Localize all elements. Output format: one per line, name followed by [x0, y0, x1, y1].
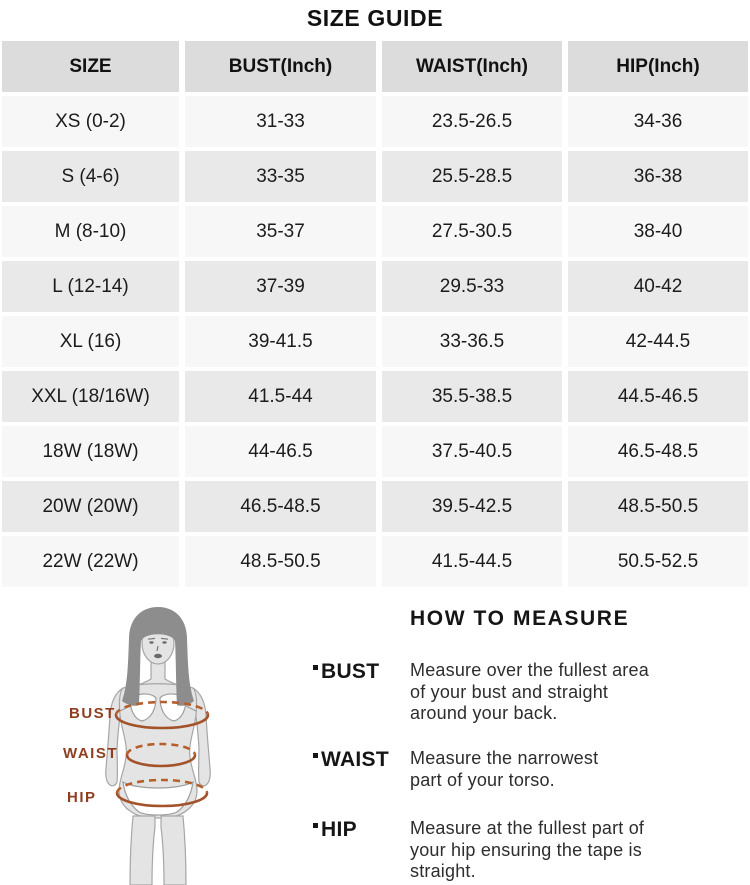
size-cell: XS (0-2) — [2, 96, 179, 147]
waist-cell: 23.5-26.5 — [382, 96, 562, 147]
size-cell: XXL (18/16W) — [2, 371, 179, 422]
size-cell: L (12-14) — [2, 261, 179, 312]
waist-cell: 27.5-30.5 — [382, 206, 562, 257]
hip-cell: 46.5-48.5 — [568, 426, 748, 477]
size-cell: 20W (20W) — [2, 481, 179, 532]
bust-cell: 31-33 — [185, 96, 376, 147]
measure-item-label: HIP — [313, 818, 410, 842]
bikini-bottom — [122, 780, 194, 816]
page-title: SIZE GUIDE — [306, 5, 444, 31]
bust-cell: 33-35 — [185, 151, 376, 202]
hip-cell: 48.5-50.5 — [568, 481, 748, 532]
waist-cell: 25.5-28.5 — [382, 151, 562, 202]
bust-cell: 46.5-48.5 — [185, 481, 376, 532]
measure-item-description: Measure at the fullest part of your hip … — [410, 818, 645, 881]
measure-item-bust: BUST Measure over the fullest area of yo… — [313, 660, 750, 725]
legs — [129, 815, 187, 885]
size-cell: 22W (22W) — [2, 536, 179, 587]
measure-item-waist: WAIST Measure the narrowest part of your… — [313, 748, 750, 791]
measure-item-hip: HIP Measure at the fullest part of your … — [313, 818, 750, 883]
hip-cell: 38-40 — [568, 206, 748, 257]
header-hip: HIP(Inch) — [568, 41, 748, 92]
hip-cell: 40-42 — [568, 261, 748, 312]
bust-cell: 44-46.5 — [185, 426, 376, 477]
hip-cell: 34-36 — [568, 96, 748, 147]
waist-cell: 37.5-40.5 — [382, 426, 562, 477]
hip-cell: 42-44.5 — [568, 316, 748, 367]
size-table: SIZE BUST(Inch) WAIST(Inch) HIP(Inch) XS… — [2, 41, 748, 587]
hip-cell: 44.5-46.5 — [568, 371, 748, 422]
size-cell: 18W (18W) — [2, 426, 179, 477]
hair — [122, 607, 194, 706]
size-cell: M (8-10) — [2, 206, 179, 257]
measure-item-label-text: HIP — [321, 818, 357, 841]
waist-cell: 41.5-44.5 — [382, 536, 562, 587]
bust-cell: 37-39 — [185, 261, 376, 312]
measure-item-label: BUST — [313, 660, 410, 684]
waist-tape-line — [125, 742, 197, 768]
bust-cell: 41.5-44 — [185, 371, 376, 422]
bust-tape-line — [114, 700, 210, 730]
header-size: SIZE — [2, 41, 179, 92]
size-cell: S (4-6) — [2, 151, 179, 202]
figure-hip-label: HIP — [67, 789, 97, 806]
measure-item-description: Measure over the fullest area of your bu… — [410, 660, 649, 723]
waist-cell: 35.5-38.5 — [382, 371, 562, 422]
bust-cell: 48.5-50.5 — [185, 536, 376, 587]
hip-tape-line — [115, 778, 209, 808]
header-waist: WAIST(Inch) — [382, 41, 562, 92]
measurement-figure-illustration — [105, 607, 211, 885]
how-to-measure-heading: HOW TO MEASURE — [410, 607, 630, 630]
hip-cell: 36-38 — [568, 151, 748, 202]
measure-item-label: WAIST — [313, 748, 410, 772]
bullet-dot-icon — [313, 823, 318, 828]
waist-cell: 29.5-33 — [382, 261, 562, 312]
figure-bust-label: BUST — [69, 705, 116, 722]
waist-cell: 39.5-42.5 — [382, 481, 562, 532]
hip-cell: 50.5-52.5 — [568, 536, 748, 587]
header-bust: BUST(Inch) — [185, 41, 376, 92]
measure-item-label-text: BUST — [321, 660, 380, 683]
bust-cell: 35-37 — [185, 206, 376, 257]
waist-cell: 33-36.5 — [382, 316, 562, 367]
bullet-dot-icon — [313, 665, 318, 670]
bullet-dot-icon — [313, 753, 318, 758]
measure-item-description: Measure the narrowest part of your torso… — [410, 748, 599, 790]
size-cell: XL (16) — [2, 316, 179, 367]
measure-item-label-text: WAIST — [321, 748, 389, 771]
bust-cell: 39-41.5 — [185, 316, 376, 367]
figure-waist-label: WAIST — [63, 745, 118, 762]
